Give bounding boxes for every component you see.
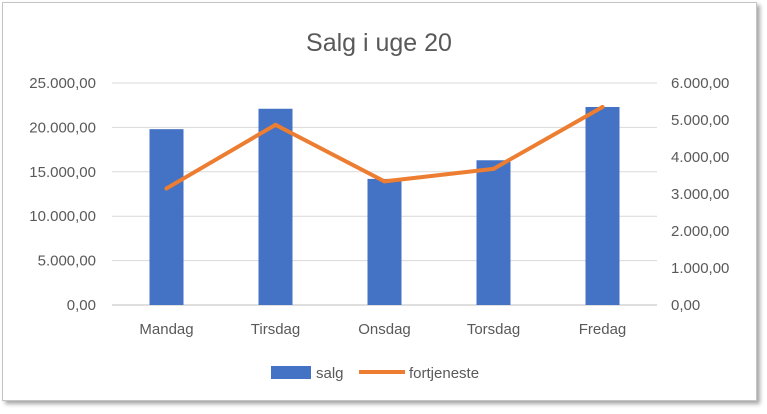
x-axis: Mandag Tirsdag Onsdag Torsdag Fredag: [139, 321, 626, 338]
right-axis-tick-label: 1.000,00: [671, 260, 729, 277]
bar-series-salg: [149, 106, 620, 305]
line-point-mandag: [164, 186, 169, 191]
line-fortjeneste: [164, 105, 605, 191]
bar-mandag: [149, 129, 184, 305]
left-axis-tick-label: 5.000,00: [38, 253, 96, 270]
left-axis-tick-label: 25.000,00: [29, 75, 96, 92]
line-point-onsdag: [382, 179, 387, 184]
bar-fredag: [585, 106, 620, 305]
right-axis-tick-label: 5.000,00: [671, 112, 729, 129]
right-axis-tick-label: 3.000,00: [671, 186, 729, 203]
x-axis-tick-label: Mandag: [139, 321, 193, 338]
bar-torsdag: [476, 160, 511, 305]
bar-onsdag: [367, 178, 402, 305]
left-axis: 0,00 5.000,00 10.000,00 15.000,00 20.000,00 2…: [29, 75, 96, 314]
line-point-tirsdag: [273, 122, 278, 127]
bar-tirsdag: [258, 108, 293, 305]
left-axis-tick-label: 20.000,00: [29, 119, 96, 136]
right-axis-tick-label: 6.000,00: [671, 75, 729, 92]
chart-frame: Salg i uge 20 0,00 5.000,00 10.000,00 15.00…: [2, 2, 757, 401]
legend: salg fortjeneste: [271, 365, 479, 382]
chart-title: Salg i uge 20: [306, 29, 452, 57]
x-axis-tick-label: Fredag: [579, 321, 627, 338]
x-axis-tick-label: Tirsdag: [251, 321, 300, 338]
right-axis-tick-label: 2.000,00: [671, 223, 729, 240]
left-axis-tick-label: 0,00: [67, 297, 96, 314]
left-axis-tick-label: 15.000,00: [29, 164, 96, 181]
right-axis: 0,00 1.000,00 2.000,00 3.000,00 4.000,00 5.00…: [671, 75, 729, 314]
x-axis-tick-label: Torsdag: [467, 321, 520, 338]
x-axis-tick-label: Onsdag: [358, 321, 411, 338]
legend-swatch-salg: [271, 366, 311, 379]
combo-chart: Salg i uge 20 0,00 5.000,00 10.000,00 15.00…: [29, 29, 729, 382]
line-point-fredag: [600, 105, 605, 110]
legend-label-salg: salg: [316, 365, 344, 382]
right-axis-tick-label: 4.000,00: [671, 149, 729, 166]
left-axis-tick-label: 10.000,00: [29, 208, 96, 225]
right-axis-tick-label: 0,00: [671, 297, 700, 314]
line-series-fortjeneste: [164, 105, 605, 191]
line-point-torsdag: [491, 166, 496, 171]
legend-label-fortjeneste: fortjeneste: [409, 365, 479, 382]
